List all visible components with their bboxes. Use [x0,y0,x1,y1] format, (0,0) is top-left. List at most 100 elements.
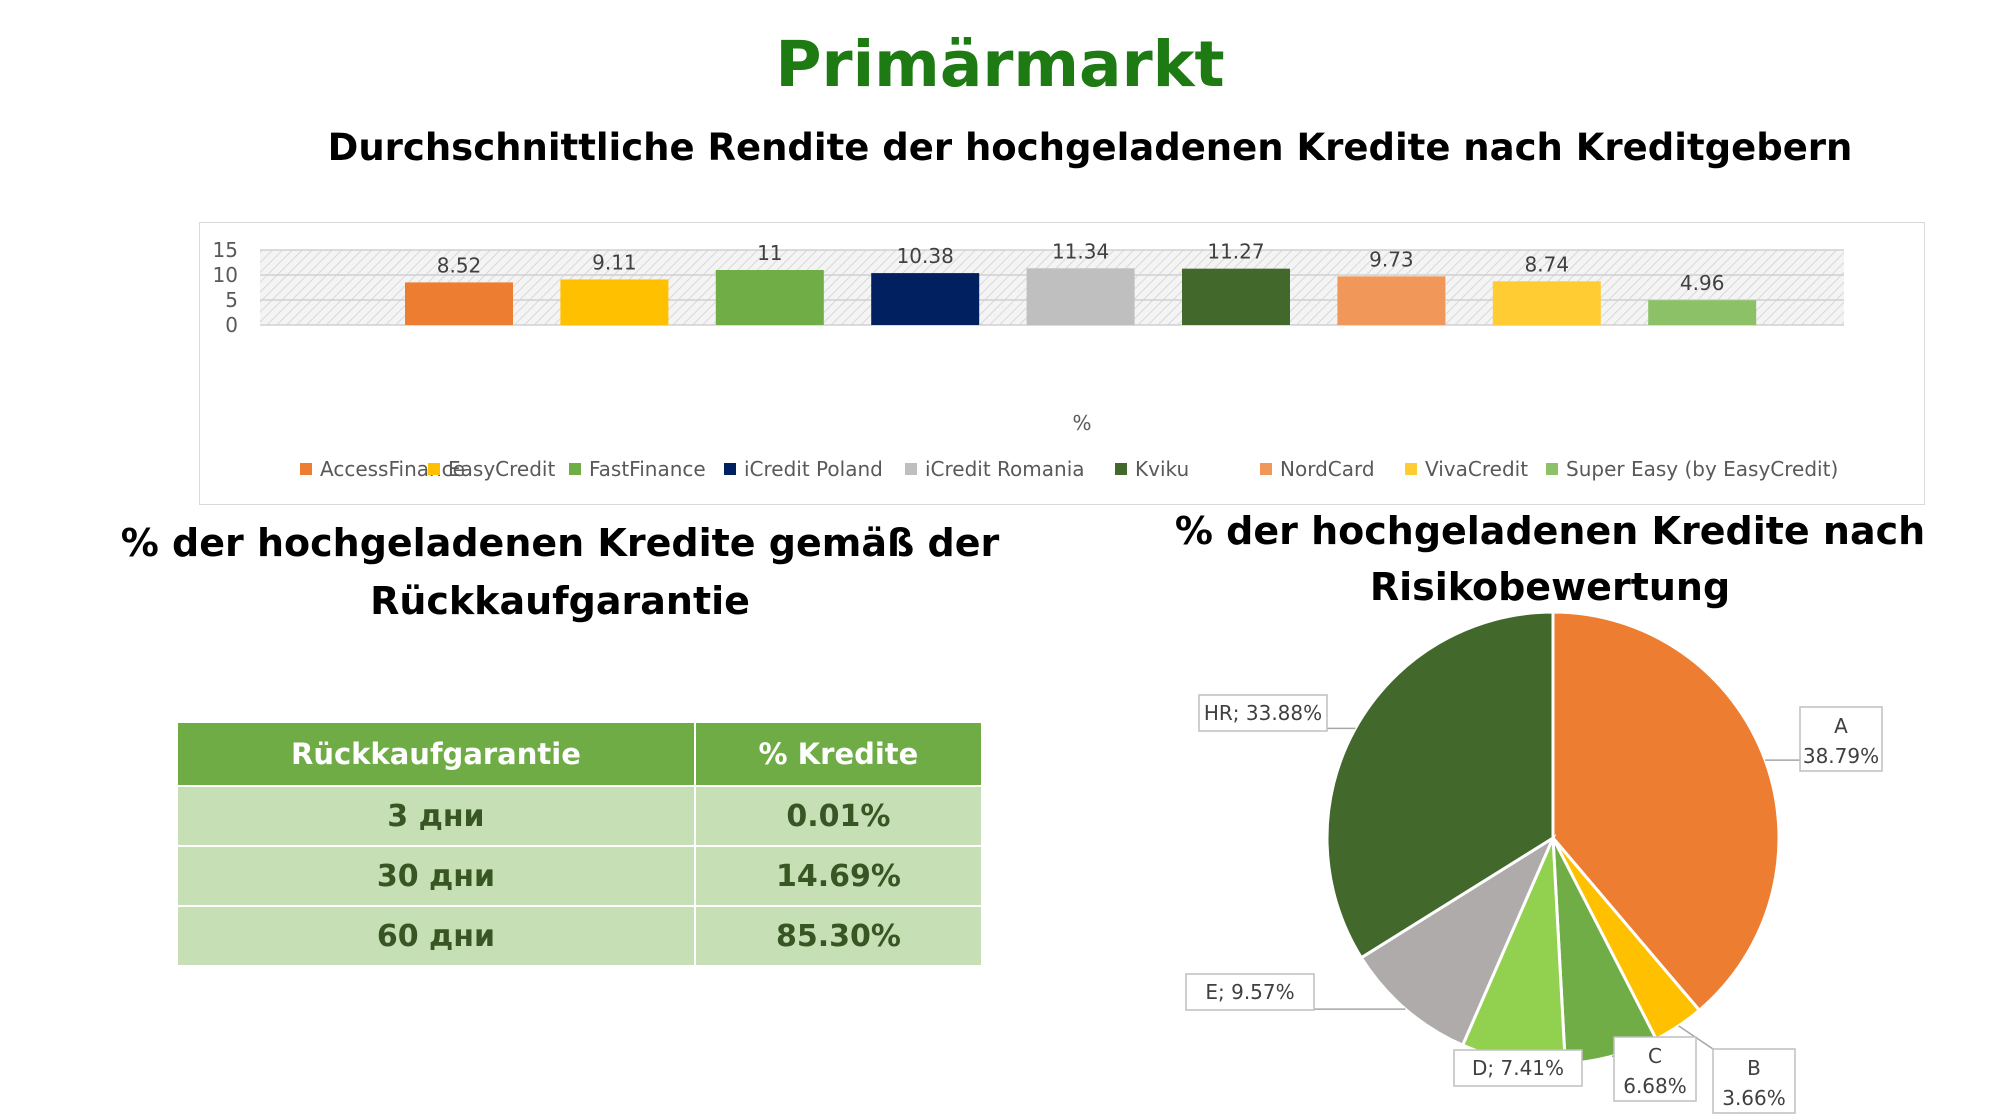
table-row: 30 дни 14.69% [176,845,984,907]
table-cell-percent: 85.30% [693,905,984,967]
table-cell-percent: 14.69% [693,845,984,907]
x-axis-label: % [1072,411,1091,435]
pie-title-line-1: % der hochgeladenen Kredite nach [1174,509,1926,553]
bar [871,273,980,325]
data-label: 8.74 [1525,252,1570,276]
data-label: 11.34 [1052,239,1109,263]
legend-label: NordCard [1280,457,1375,481]
legend-swatch [1260,463,1272,475]
label-text: C [1648,1044,1662,1068]
table-section-title: % der hochgeladenen Kredite gemäß der Rü… [120,514,1000,630]
pie-data-label: E; 9.57% [1185,973,1315,1011]
data-label: 9.73 [1369,247,1414,271]
label-box [1453,1049,1583,1087]
table-row: 60 дни 85.30% [176,905,984,967]
bar [715,270,824,325]
table-cell-period: 30 дни [176,845,696,907]
legend-label: VivaCredit [1425,457,1528,481]
data-label: 10.38 [897,244,954,268]
pie-data-label: B 3.66% [1712,1048,1796,1114]
label-text: HR; 33.88% [1204,701,1322,725]
legend-label: iCredit Poland [744,457,883,481]
label-text: B [1747,1056,1761,1080]
label-box [1799,706,1883,772]
pie-data-label: HR; 33.88% [1198,694,1328,732]
legend-swatch [428,463,440,475]
legend-item: Kviku [1115,457,1189,481]
page-title: Primärmarkt [775,28,1225,101]
label-box [1198,694,1328,732]
table-cell-period: 60 дни [176,905,696,967]
legend-item: iCredit Poland [724,457,883,481]
label-text: A [1834,714,1848,738]
label-box [1613,1036,1697,1102]
y-tick-label: 15 [213,238,238,262]
label-text: 3.66% [1722,1086,1786,1110]
label-text: 38.79% [1803,744,1879,768]
pie-section-title: % der hochgeladenen Kredite nach Risikob… [1170,503,1930,615]
data-label: 8.52 [437,253,482,277]
legend-item: Super Easy (by EasyCredit) [1546,457,1838,481]
bar [1648,300,1757,325]
bar [560,279,669,325]
bar-chart-frame: 0 5 10 15 8.52 9.11 11 10.38 11.34 11.27 9.73 8.74… [199,222,1925,505]
legend-item: VivaCredit [1405,457,1528,481]
y-tick-label: 10 [213,263,238,287]
leader-line [1678,1025,1714,1050]
legend-label: Super Easy (by EasyCredit) [1566,457,1838,481]
legend-item: AccessFinance [300,457,465,481]
legend-swatch [300,463,312,475]
pie-data-label: D; 7.41% [1453,1049,1583,1087]
bar-chart-title: Durchschnittliche Rendite der hochgelade… [327,126,1853,169]
table-header-row: Rückkaufgarantie % Kredite [176,721,984,787]
pie-slice [1359,834,1557,1048]
label-box [1185,973,1315,1011]
legend-swatch [1115,463,1127,475]
legend-label: Kviku [1135,457,1189,481]
guarantee-table: Rückkaufgarantie % Kredite 3 дни 0.01% 3… [176,721,984,967]
pie-data-label: A 38.79% [1799,706,1883,772]
pie-title-line-2: Risikobewertung [1369,565,1731,609]
pie-slice [1325,610,1555,960]
table-title-line-2: Rückkaufgarantie [370,579,750,623]
legend-swatch [1405,463,1417,475]
column-header-guarantee: Rückkaufgarantie [176,721,696,787]
legend-item: NordCard [1260,457,1375,481]
label-text: D; 7.41% [1472,1056,1564,1080]
legend-swatch [569,463,581,475]
label-box [1712,1048,1796,1114]
data-label: 11 [757,241,782,265]
bar [1182,268,1290,325]
legend-item: FastFinance [569,457,706,481]
pie-slice [1551,837,1702,1042]
bar [1026,268,1135,325]
column-header-percent: % Kredite [693,721,984,787]
y-tick-label: 0 [225,313,238,337]
pie-slice [1460,837,1567,1066]
legend-swatch [724,463,736,475]
pie-data-label: C 6.68% [1613,1036,1697,1102]
label-text: E; 9.57% [1205,980,1294,1004]
data-label: 11.27 [1207,240,1264,264]
label-text: 6.68% [1623,1074,1687,1098]
pie-slice [1551,610,1781,1013]
data-label: 9.11 [592,250,637,274]
bar [1337,276,1446,325]
data-label: 4.96 [1680,271,1725,295]
legend-swatch [905,463,917,475]
legend-label: AccessFinance [320,457,465,481]
table-cell-percent: 0.01% [693,785,984,847]
legend-swatch [1546,463,1558,475]
legend-label: FastFinance [589,457,706,481]
pie-slice [1551,837,1659,1066]
bar [1492,281,1601,325]
table-title-line-1: % der hochgeladenen Kredite gemäß der [120,521,1000,565]
legend-item: iCredit Romania [905,457,1085,481]
table-cell-period: 3 дни [176,785,696,847]
legend-item: EasyCredit [428,457,555,481]
bar [405,282,513,325]
y-tick-label: 5 [225,288,238,312]
legend-label: EasyCredit [448,457,555,481]
legend-label: iCredit Romania [925,457,1085,481]
